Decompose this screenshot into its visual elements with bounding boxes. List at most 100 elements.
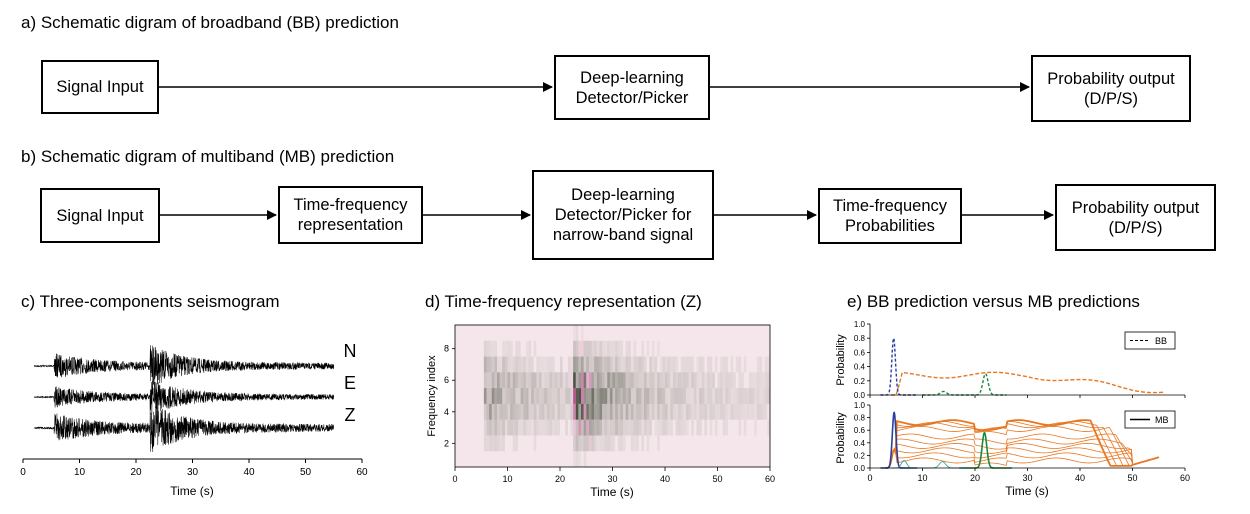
y-tick-label: 0.8 [854, 334, 866, 343]
y-axis-ticks: 2 4 6 8 [444, 344, 455, 448]
spectrogram-cell [581, 388, 584, 404]
y-tick-label: 0.6 [854, 348, 866, 357]
spectrogram-cell [515, 419, 519, 436]
trace-label-n: N [344, 341, 357, 361]
spectrogram-cell [578, 451, 582, 467]
spectrogram-cell [499, 356, 503, 373]
spectrogram-cell [557, 419, 561, 436]
spectrogram-cell [523, 419, 526, 436]
spectrogram-cell [644, 356, 647, 373]
x-tick-label: 30 [187, 467, 199, 478]
spectrogram-cell [502, 356, 505, 373]
y-tick-label: 0.4 [854, 439, 866, 448]
spectrogram-cell [680, 372, 684, 389]
spectrogram-cell [507, 419, 511, 436]
spectrogram-cell [699, 419, 702, 436]
spectrogram-cell [688, 372, 692, 389]
spectrogram-cell [581, 372, 584, 389]
x-tick-label: 10 [74, 467, 86, 478]
spectrogram-cell [565, 403, 568, 420]
spectrogram-cell [486, 403, 490, 420]
spectrogram-cell [651, 372, 655, 389]
spectrogram-cell [486, 372, 490, 389]
spectrogram-cell [646, 372, 650, 389]
spectrogram-cell [489, 388, 492, 404]
x-axis-ticks: 0 10 20 30 40 50 60 [20, 459, 368, 478]
box-label: Time-frequency [293, 196, 408, 214]
spectrogram-cell [644, 372, 647, 389]
spectrogram-cell [560, 388, 563, 404]
box-label: Detector/Picker [575, 88, 689, 107]
spectrogram-cell [749, 372, 752, 389]
spectrogram-cell [502, 419, 505, 436]
spectrogram-cell [549, 403, 553, 420]
spectrogram-cell [701, 356, 705, 373]
spectrogram-cell [717, 372, 721, 389]
spectrogram-cell [630, 388, 634, 404]
spectrogram-cell [591, 435, 595, 452]
spectrogram-cell [620, 403, 624, 420]
spectrogram-cell [497, 372, 500, 389]
spectrogram-cell [720, 403, 723, 420]
spectrogram-cell [709, 356, 713, 373]
spectrogram-cell [641, 403, 645, 420]
spectrogram-cell [533, 340, 537, 357]
spectrogram-cell [625, 340, 629, 357]
spectrogram-cell [615, 419, 618, 436]
spectrogram-cell [630, 403, 634, 420]
mb-detection-curve [885, 426, 1159, 469]
box-label: (D/P/S) [1108, 218, 1163, 237]
x-tick-label: 60 [356, 467, 368, 478]
mb-legend-label: MB [1155, 415, 1169, 425]
spectrogram-cell [562, 403, 566, 420]
spectrogram-cell [686, 356, 689, 373]
spectrogram-cell [651, 388, 655, 404]
spectrogram-cell [628, 372, 631, 389]
spectrogram-cell [552, 372, 555, 389]
spectrogram-cell [565, 388, 568, 404]
spectrogram-cell [549, 419, 553, 436]
spectrogram-cell [599, 403, 603, 420]
spectrogram-cell [617, 435, 621, 452]
spectrogram-cell [667, 388, 671, 404]
spectrogram-cell [575, 451, 579, 467]
mb-s-curve [959, 431, 1012, 469]
spectrogram-cell [518, 340, 521, 357]
mb-detection-curve [885, 448, 1159, 469]
spectrogram-cell [630, 372, 634, 389]
spectrogram-cell [512, 388, 516, 404]
spectrogram-cell [486, 340, 490, 357]
spectrogram-cell [523, 403, 526, 420]
spectrogram-cell [525, 403, 529, 420]
spectrogram-cell [581, 325, 584, 341]
spectrogram-cell [520, 403, 524, 420]
spectrogram-cell [762, 388, 765, 404]
spectrogram-cell [602, 419, 605, 436]
spectrogram-cell [602, 403, 605, 420]
spectrogram-cell [735, 356, 739, 373]
spectrogram-cell [759, 403, 763, 420]
spectrogram-cell [651, 340, 655, 357]
spectrogram-cell [591, 388, 595, 404]
spectrogram-cell [686, 388, 689, 404]
spectrogram-cell [515, 435, 519, 452]
spectrogram-cell [678, 388, 681, 404]
x-tick-label: 0 [452, 474, 457, 484]
spectrogram-cell [594, 340, 597, 357]
spectrogram-cell [741, 403, 744, 420]
spectrogram-cell [683, 403, 687, 420]
spectrogram-cell [599, 356, 603, 373]
spectrogram-cell [604, 372, 608, 389]
spectrogram-cell [665, 372, 668, 389]
x-tick-label: 30 [607, 474, 617, 484]
spectrogram-cell [512, 356, 516, 373]
spectrogram-cell [633, 356, 637, 373]
panel-a-heading: a) Schematic digram of broadband (BB) pr… [21, 13, 399, 32]
spectrogram-cell [567, 403, 571, 420]
spectrogram-cell [720, 372, 723, 389]
box-label: Deep-learning [571, 186, 675, 204]
spectrogram-cell [754, 388, 757, 404]
spectrogram-cell [701, 388, 705, 404]
spectrogram-cell [512, 372, 516, 389]
spectrogram-cell [607, 435, 610, 452]
